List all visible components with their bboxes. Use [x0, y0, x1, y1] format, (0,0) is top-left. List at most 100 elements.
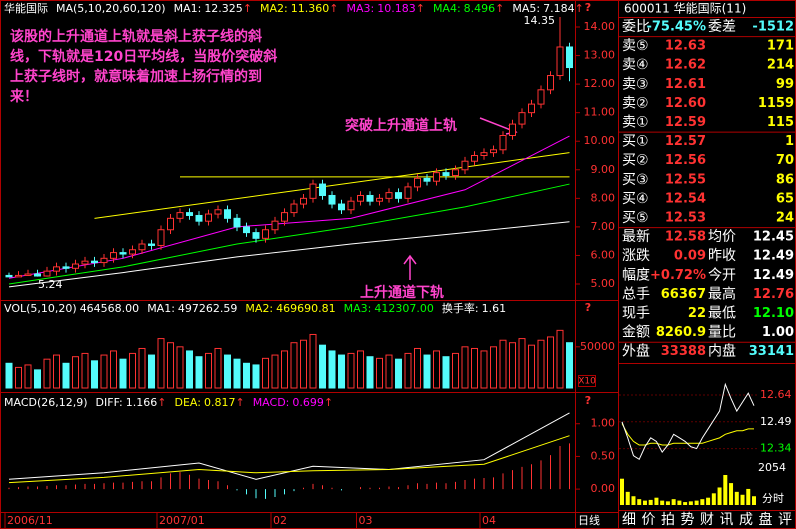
header-label: MA2:	[260, 2, 288, 15]
header-value: 1.166	[126, 396, 158, 409]
tab[interactable]: 细	[622, 512, 636, 528]
row-value: 33388	[661, 344, 706, 359]
tab[interactable]: 评	[778, 512, 792, 528]
volume-bar	[214, 347, 222, 389]
row-label: 委差	[708, 19, 736, 35]
tab[interactable]: 盘	[759, 511, 773, 528]
y-tick-label: 13.00	[584, 49, 616, 62]
volume-bar	[347, 352, 355, 389]
volume-bar	[53, 354, 60, 389]
candle-body	[5, 274, 13, 278]
header-value: 469690.81	[276, 302, 336, 315]
line	[8, 412, 570, 480]
tab[interactable]: 讯	[720, 512, 734, 528]
row-value: 12.60	[665, 96, 706, 111]
row-value: -75.45%	[646, 20, 706, 35]
row-label: 买①	[622, 134, 649, 150]
tab[interactable]: 势	[681, 512, 695, 528]
volume-bar	[81, 352, 89, 389]
volume-bar	[129, 352, 136, 389]
row-label: 内盘	[708, 343, 736, 360]
intraday-volume	[671, 499, 676, 505]
header-label: MA3:	[346, 2, 374, 15]
volume-bar	[357, 350, 364, 389]
volume-bar	[5, 362, 13, 389]
volume-bar	[34, 369, 41, 389]
volume-bar	[43, 358, 51, 389]
row-value: 8260.9	[656, 325, 706, 340]
row-value: 70	[776, 153, 794, 168]
header-label: MA4:	[433, 2, 461, 15]
candle-body	[404, 186, 412, 199]
volume-bar	[461, 346, 469, 389]
header-label: 换手率:	[442, 301, 479, 315]
header-label: MACD(26,12,9)	[4, 396, 88, 409]
candle-body	[72, 263, 79, 269]
volume-bar	[433, 350, 440, 389]
row-value: 12.53	[665, 211, 706, 226]
candle-body	[328, 194, 336, 205]
volume-bar	[186, 350, 193, 389]
row-label: 卖①	[622, 115, 649, 131]
volume-bar	[442, 356, 450, 389]
candle-body	[205, 213, 212, 222]
candle-body	[195, 214, 203, 222]
candle-body	[499, 135, 507, 151]
header: VOL(5,10,20) 464568.00 MA1: 497262.59 MA2: 46…	[4, 301, 506, 315]
row-label: 卖②	[622, 95, 649, 111]
volume-bar	[15, 366, 22, 389]
row-label: 委比	[622, 19, 650, 35]
volume-bar	[385, 354, 393, 389]
volume-bar	[262, 357, 269, 389]
row-value: 33141	[749, 344, 794, 359]
row-value: 66367	[661, 287, 706, 302]
candle-body	[547, 75, 554, 91]
tab[interactable]: 拍	[661, 512, 675, 528]
candle-body	[262, 229, 269, 239]
tab[interactable]: 价	[642, 512, 656, 528]
volume-bar	[423, 354, 431, 389]
tab[interactable]: 成	[739, 512, 753, 528]
candle-body	[100, 257, 108, 264]
candle-body	[461, 160, 469, 171]
row-value: 12.49	[753, 249, 794, 264]
header-arrow: ↑	[329, 2, 338, 15]
header-arrow: ↑	[235, 396, 244, 409]
candle-body	[395, 192, 402, 199]
candle-body	[53, 266, 60, 272]
volume-bar	[157, 338, 165, 389]
markers: ? ? ?	[585, 1, 591, 407]
y-tick-label: 8.00	[591, 191, 616, 204]
volume-max: 2054	[758, 461, 786, 474]
candle-body	[518, 112, 526, 125]
candle-body	[490, 149, 497, 154]
volume-bar	[471, 347, 478, 389]
x-tick-label: 03	[359, 514, 373, 527]
intraday-volume	[620, 478, 624, 505]
row-value: 12.58	[665, 230, 706, 245]
row-label: 今开	[708, 267, 736, 283]
annotation: 上升通道下轨	[360, 284, 444, 301]
row-label: 总手	[622, 286, 650, 302]
intraday-volume	[734, 491, 739, 505]
row-value: 12.49	[753, 268, 794, 283]
line	[94, 152, 570, 219]
intraday-average	[621, 423, 754, 446]
volume-bar	[452, 352, 459, 389]
volume-bar	[376, 357, 383, 389]
candle-body	[34, 273, 41, 277]
volume-bar	[338, 354, 345, 389]
row-label: 均价	[708, 229, 736, 245]
candle-body	[157, 229, 165, 246]
candle-body	[319, 183, 326, 196]
volume-bar	[414, 347, 421, 389]
candle-body	[15, 274, 22, 278]
candle-body	[119, 252, 127, 255]
row-value: 12.57	[665, 134, 706, 149]
header-arrow: ↑	[157, 396, 166, 409]
y-tick-label: 14.00	[584, 20, 616, 33]
row-label: 外盘	[622, 343, 650, 360]
candle-body	[290, 203, 298, 214]
tab[interactable]: 财	[700, 512, 714, 528]
volume-bar	[205, 352, 212, 389]
